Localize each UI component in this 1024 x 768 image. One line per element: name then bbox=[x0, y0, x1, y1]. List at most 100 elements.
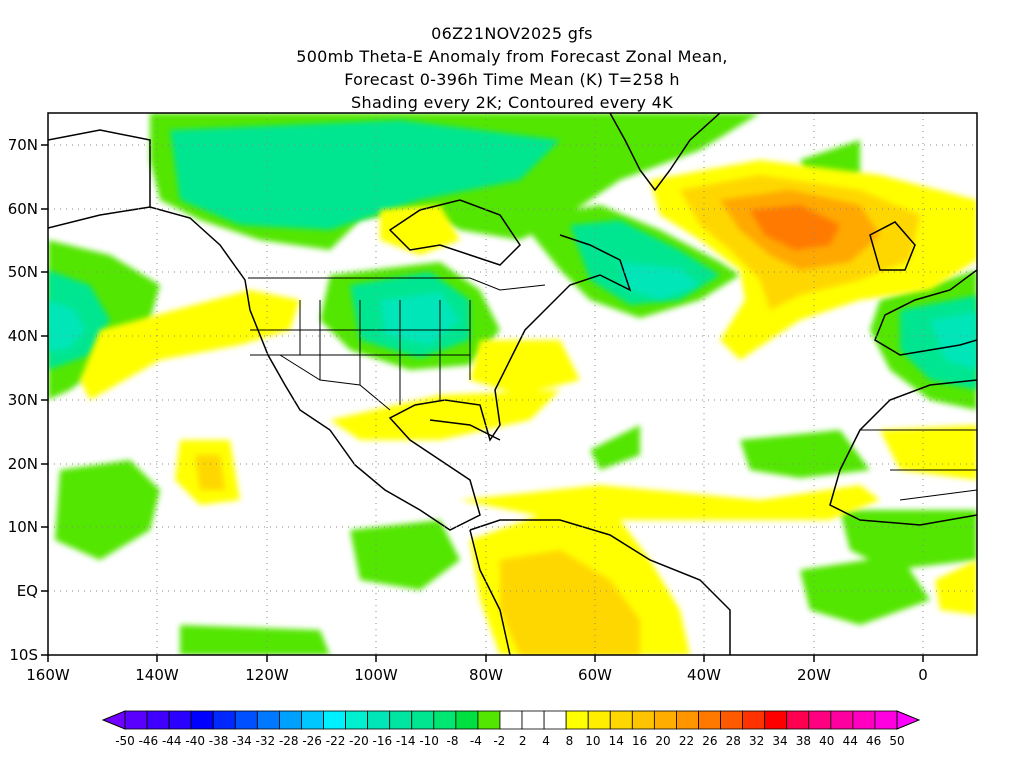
colorbar-swatch bbox=[852, 710, 876, 730]
east-coast-warm bbox=[470, 340, 580, 395]
africa-cold-band bbox=[840, 510, 977, 570]
colorbar-label: -22 bbox=[326, 734, 346, 748]
colorbar-swatch bbox=[168, 710, 192, 730]
colorbar-label: -20 bbox=[349, 734, 369, 748]
colorbar-label: -40 bbox=[185, 734, 205, 748]
lon-label: 40W bbox=[687, 666, 721, 684]
colorbar-label: 22 bbox=[679, 734, 694, 748]
colorbar-label: 28 bbox=[726, 734, 741, 748]
title-line-3: Forecast 0-396h Time Mean (K) T=258 h bbox=[344, 70, 680, 89]
colorbar-label: -44 bbox=[162, 734, 182, 748]
tropical-atlantic-warm-band bbox=[460, 485, 880, 520]
colorbar-swatch bbox=[631, 710, 655, 730]
political-boundaries bbox=[248, 277, 977, 501]
colorbar-swatch bbox=[698, 710, 721, 730]
lat-label: 10N bbox=[8, 518, 38, 536]
map-title: 06Z21NOV2025 gfs 500mb Theta-E Anomaly f… bbox=[0, 22, 1024, 114]
colorbar-swatch bbox=[345, 710, 369, 730]
lat-label: 50N bbox=[8, 263, 38, 281]
colorbar-label: 38 bbox=[796, 734, 811, 748]
lat-label: EQ bbox=[17, 582, 38, 600]
colorbar-label: -14 bbox=[396, 734, 416, 748]
gridlines bbox=[48, 113, 977, 655]
lon-label: 20W bbox=[797, 666, 831, 684]
colorbar-label: 44 bbox=[843, 734, 858, 748]
british-isles-coastline bbox=[869, 221, 916, 271]
colorbar-label: -26 bbox=[302, 734, 322, 748]
colorbar-label: 32 bbox=[749, 734, 764, 748]
lon-label: 60W bbox=[578, 666, 612, 684]
lon-label: 120W bbox=[245, 666, 289, 684]
south-atlantic-warm bbox=[935, 560, 977, 615]
colorbar-max-arrow bbox=[896, 710, 921, 730]
colorbar-boxes bbox=[101, 710, 921, 730]
south-pacific-cold bbox=[180, 625, 330, 655]
arctic-cold-core bbox=[170, 120, 560, 230]
north-atlantic-warm-max bbox=[750, 205, 840, 250]
colorbar-swatch bbox=[874, 710, 898, 730]
hudson-bay-coastline bbox=[388, 199, 521, 266]
caribbean-cold bbox=[590, 425, 640, 470]
africa-borders bbox=[860, 429, 977, 501]
colorbar-swatch bbox=[323, 710, 346, 730]
title-line-4: Shading every 2K; Contoured every 4K bbox=[351, 93, 673, 112]
colorbar-swatch bbox=[786, 710, 810, 730]
lon-label: 160W bbox=[26, 666, 70, 684]
colorbar-swatch bbox=[278, 710, 302, 730]
lon-label: 0 bbox=[918, 666, 928, 684]
lon-label: 140W bbox=[135, 666, 179, 684]
north-america-coastline bbox=[48, 206, 632, 531]
colorbar-swatch bbox=[742, 710, 766, 730]
colorbar-swatch bbox=[146, 710, 170, 730]
lat-label: 10S bbox=[9, 646, 38, 664]
colorbar-label: -34 bbox=[232, 734, 252, 748]
colorbar-swatch bbox=[256, 710, 280, 730]
west-africa-warm bbox=[880, 425, 977, 480]
colorbar-label: 40 bbox=[819, 734, 834, 748]
south-america-warm-core bbox=[500, 550, 640, 655]
south-atlantic-cold bbox=[800, 555, 930, 625]
colorbar-label: -16 bbox=[373, 734, 393, 748]
colorbar-label: -46 bbox=[139, 734, 159, 748]
colorbar-swatch bbox=[301, 710, 324, 730]
lat-label: 40N bbox=[8, 327, 38, 345]
colorbar-label: -32 bbox=[256, 734, 276, 748]
hudson-bay-warm bbox=[380, 205, 460, 255]
colorbar-swatch bbox=[499, 710, 523, 730]
subtropic-atlantic-cold bbox=[740, 430, 870, 478]
colorbar-labels: -50 -46 -44 -40 -38 -34 -32 -28 -26 -22 -20 -16 -14-… bbox=[115, 734, 904, 748]
colorbar-swatch bbox=[764, 710, 788, 730]
colorbar-label: -4 bbox=[470, 734, 482, 748]
colorbar-swatch bbox=[212, 710, 236, 730]
colorbar-swatch bbox=[433, 710, 457, 730]
colorbar-label: 46 bbox=[866, 734, 881, 748]
colorbar-swatch bbox=[609, 710, 633, 730]
colorbar-label: -50 bbox=[115, 734, 135, 748]
colorbar-label: 20 bbox=[655, 734, 670, 748]
plot-frame bbox=[47, 112, 978, 656]
colorbar-swatch bbox=[808, 710, 832, 730]
lat-label: 30N bbox=[8, 391, 38, 409]
south-america-coastline bbox=[469, 519, 731, 655]
colorbar-min-arrow bbox=[101, 710, 126, 730]
western-us-warm bbox=[80, 290, 300, 400]
colorbar-swatch bbox=[676, 710, 699, 730]
colorbar-swatch bbox=[521, 710, 545, 730]
colorbar-label: 50 bbox=[889, 734, 904, 748]
colorbar-label: 14 bbox=[609, 734, 624, 748]
colorbar-swatch bbox=[653, 710, 677, 730]
colorbar-label: -38 bbox=[209, 734, 229, 748]
colorbar-label: 26 bbox=[702, 734, 717, 748]
colorbar-swatch bbox=[234, 710, 258, 730]
colorbar-swatch bbox=[477, 710, 501, 730]
colorbar-label: -10 bbox=[419, 734, 439, 748]
colorbar-label: 34 bbox=[772, 734, 787, 748]
tropical-pacific-warm-core bbox=[195, 455, 225, 490]
colorbar-swatch bbox=[565, 710, 589, 730]
colorbar-swatch bbox=[455, 710, 479, 730]
lat-label: 70N bbox=[8, 136, 38, 154]
lon-label: 100W bbox=[354, 666, 398, 684]
labrador-strong-core bbox=[620, 262, 700, 300]
east-pacific-cold bbox=[350, 520, 460, 590]
